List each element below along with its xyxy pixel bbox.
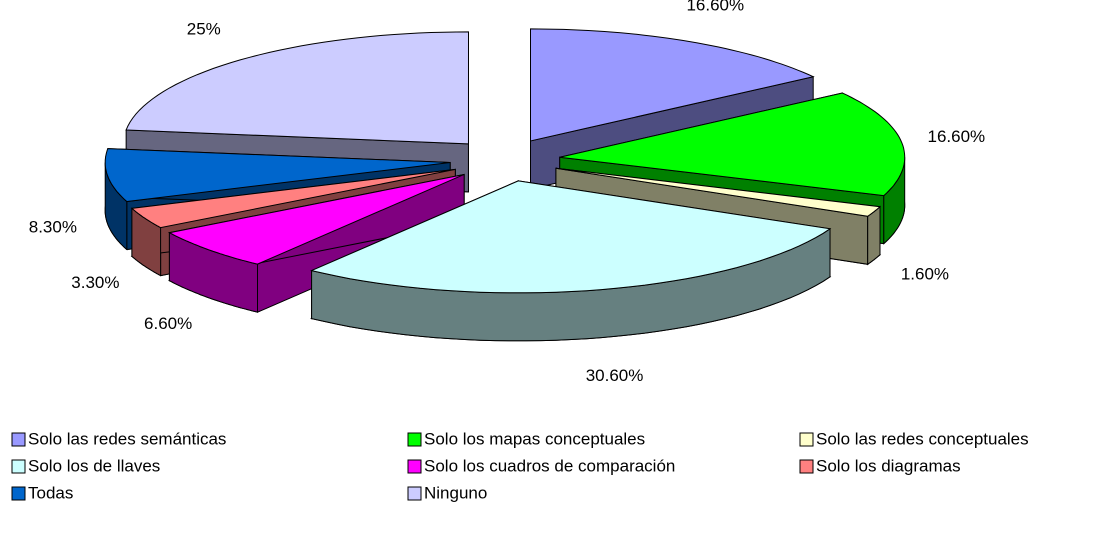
legend-swatch	[407, 432, 422, 447]
slice	[559, 92, 906, 197]
data-label: 8.30%	[29, 218, 77, 237]
slice	[167, 173, 465, 265]
slice	[309, 180, 832, 294]
data-label: 3.30%	[71, 273, 119, 292]
data-label: 16.60%	[928, 127, 986, 146]
slice	[555, 167, 882, 217]
legend-swatch	[11, 432, 26, 447]
data-label: 25%	[187, 19, 221, 38]
data-label: 16.60%	[686, 0, 744, 15]
legend-label: Solo las redes conceptuales	[816, 429, 1029, 448]
legend-label: Solo los de llaves	[28, 456, 160, 475]
legend-swatch	[799, 459, 814, 474]
legend-swatch	[799, 432, 814, 447]
slice	[104, 148, 451, 203]
data-label: 6.60%	[144, 314, 192, 333]
legend-swatch	[407, 459, 422, 474]
legend-label: Solo los mapas conceptuales	[424, 429, 645, 448]
legend-label: Solo los cuadros de comparación	[424, 456, 675, 475]
legend-label: Solo las redes semánticas	[28, 429, 226, 448]
legend-swatch	[11, 459, 26, 474]
legend-label: Ninguno	[424, 483, 487, 502]
data-label: 1.60%	[901, 264, 949, 283]
slice	[125, 31, 470, 145]
legend-label: Solo los diagramas	[816, 456, 961, 475]
legend-swatch	[11, 486, 26, 501]
slice	[530, 28, 815, 142]
slice	[130, 168, 456, 229]
legend-label: Todas	[28, 483, 73, 502]
legend-swatch	[407, 486, 422, 501]
data-label: 30.60%	[586, 366, 644, 385]
